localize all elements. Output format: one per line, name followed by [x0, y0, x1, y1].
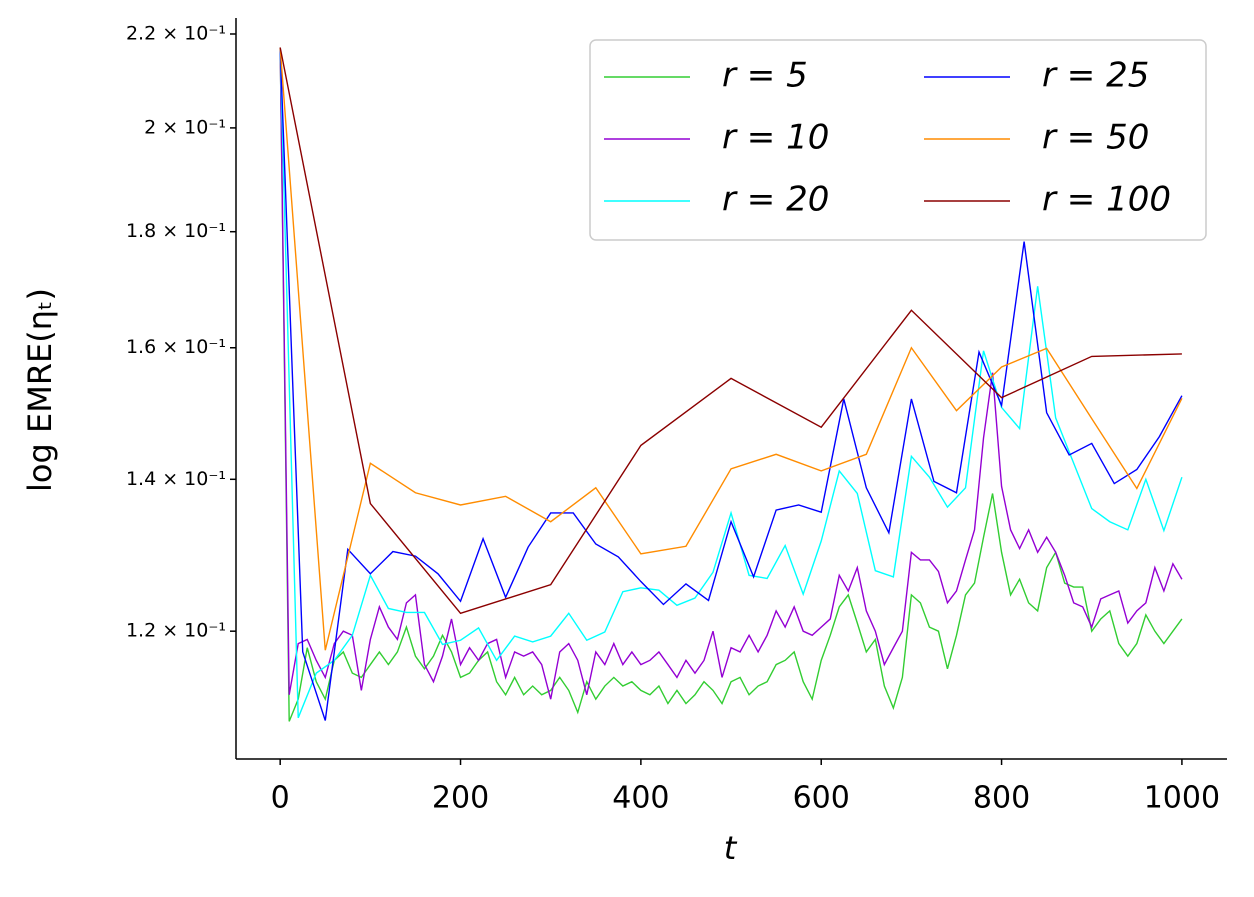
- series-line: [279, 47, 1183, 721]
- legend-box: [589, 39, 1207, 241]
- legend-label: r = 5: [722, 56, 808, 96]
- legend-label: r = 10: [722, 118, 829, 158]
- x-tick-label: 400: [612, 781, 669, 816]
- series-line: [279, 47, 1183, 719]
- x-tick-label: 0: [271, 781, 290, 816]
- y-tick-label: 2.2 × 10⁻¹: [126, 22, 226, 44]
- y-tick-label: 1.4 × 10⁻¹: [126, 468, 226, 490]
- y-axis-label: log EMRE(ηₜ): [21, 288, 59, 492]
- series-line: [279, 47, 1183, 722]
- series-line: [279, 47, 1182, 615]
- x-tick-label: 800: [973, 781, 1030, 816]
- y-tick-label: 2 × 10⁻¹: [144, 116, 226, 138]
- y-tick-label: 1.2 × 10⁻¹: [126, 620, 226, 642]
- x-axis-label: t: [724, 829, 738, 867]
- legend-label: r = 100: [1042, 180, 1171, 220]
- x-tick-label: 600: [793, 781, 850, 816]
- x-tick-label: 200: [432, 781, 489, 816]
- x-tick-label: 1000: [1144, 781, 1220, 816]
- y-tick-label: 1.8 × 10⁻¹: [126, 220, 226, 242]
- y-tick-label: 1.6 × 10⁻¹: [126, 336, 226, 358]
- series-line: [279, 47, 1183, 700]
- legend-label: r = 20: [722, 180, 829, 220]
- series-line: [279, 47, 1183, 651]
- legend-label: r = 25: [1042, 56, 1149, 96]
- legend-label: r = 50: [1042, 118, 1149, 158]
